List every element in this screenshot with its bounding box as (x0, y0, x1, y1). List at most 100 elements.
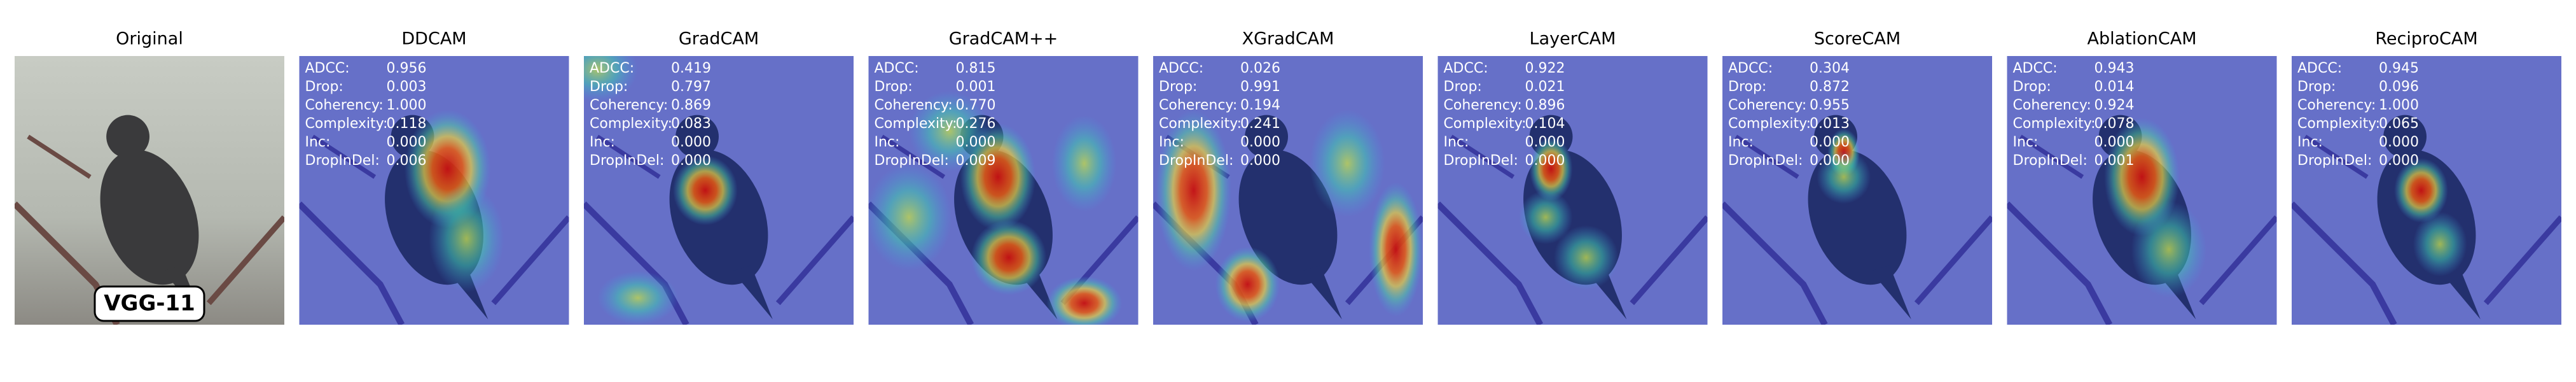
metric-value: 0.021 (1525, 79, 1565, 95)
bird-tail (2440, 265, 2481, 320)
bird-head (1245, 115, 1288, 159)
bird-head (106, 115, 149, 159)
panel: AblationCAM ADCC: 0.943 Drop: 0.014Coherency… (2007, 29, 2277, 325)
heat-spot (2413, 211, 2467, 277)
metric-value: 0.000 (2379, 153, 2419, 169)
metric-value: 0.896 (1525, 97, 1565, 113)
branch (1735, 134, 1799, 179)
metric-value: 0.000 (387, 134, 427, 150)
branch (880, 134, 946, 179)
panel-title: GradCAM++ (949, 29, 1058, 49)
heat-spot (1051, 115, 1117, 212)
metric-label: Inc: (2013, 134, 2039, 150)
branch (299, 201, 405, 325)
metric-label: ADCC: (1444, 60, 1488, 76)
heat-spot (1215, 246, 1280, 322)
branch (775, 215, 854, 306)
branch (1914, 215, 1992, 306)
metric-label: Inc: (1159, 134, 1184, 150)
metric-value: 0.000 (671, 134, 711, 150)
metric-label: ADCC: (1728, 60, 1773, 76)
metric-label: Drop: (2013, 79, 2051, 95)
metric-label: DropInDel: (590, 153, 664, 169)
metric-value: 0.014 (2095, 79, 2135, 95)
metric-value: 0.000 (1240, 134, 1280, 150)
image (584, 56, 854, 325)
metric-label: ADCC: (2297, 60, 2342, 76)
metric-label: ADCC: (305, 60, 350, 76)
metric-value: 0.241 (1240, 116, 1280, 132)
metric-value: 0.419 (671, 60, 711, 76)
metric-value: 0.770 (956, 97, 996, 113)
metric-label: DropInDel: (2297, 153, 2372, 169)
heat-spot (2131, 201, 2207, 298)
metric-label: Drop: (2297, 79, 2336, 95)
branch (206, 215, 284, 306)
metric-value: 0.001 (2095, 153, 2135, 169)
metric-value: 0.194 (1240, 97, 1280, 113)
branch (1450, 134, 1515, 179)
metric-label: Inc: (1728, 134, 1754, 150)
heat-spot (909, 90, 990, 172)
metric-label: Coherency: (590, 97, 668, 113)
metric-value: 0.078 (2095, 116, 2135, 132)
image (1722, 56, 1992, 325)
branch (596, 134, 661, 179)
panel-title: GradCAM (679, 29, 759, 49)
branch (491, 215, 569, 306)
bird-head (675, 115, 719, 159)
panel-title: DDCAM (401, 29, 466, 49)
metric-label: Drop: (875, 79, 913, 95)
heat-spot (2394, 158, 2448, 223)
heat-spot (1309, 110, 1385, 218)
metric-label: DropInDel: (875, 153, 949, 169)
image (2292, 56, 2561, 325)
metric-value: 0.797 (671, 79, 711, 95)
metric-label: ADCC: (1159, 60, 1203, 76)
metric-label: Complexity: (1444, 116, 1527, 132)
heat-spot (672, 155, 738, 225)
metric-value: 0.000 (671, 153, 711, 169)
metric-label: Drop: (590, 79, 628, 95)
heat-spot (1046, 276, 1123, 325)
metric-label: Inc: (1444, 134, 1469, 150)
metric-label: DropInDel: (2013, 153, 2088, 169)
heat-spot (597, 271, 679, 325)
bird-tail (1871, 265, 1911, 320)
heat-spot (1156, 110, 1231, 271)
panel-title: Original (116, 29, 183, 49)
metric-value: 0.001 (956, 79, 996, 95)
image (2007, 56, 2277, 325)
metric-value: 0.009 (956, 153, 996, 169)
branch (2019, 134, 2084, 179)
heat-spot (1369, 182, 1423, 317)
metric-label: Drop: (305, 79, 343, 95)
metric-label: Inc: (875, 134, 900, 150)
image (868, 56, 1139, 325)
branch (2007, 201, 2113, 325)
heat-spot (1529, 136, 1573, 201)
metric-label: ADCC: (590, 60, 634, 76)
metric-label: Complexity: (305, 116, 388, 132)
heat-spot (429, 185, 504, 293)
metric-value: 1.000 (2379, 97, 2419, 113)
metric-value: 0.276 (956, 116, 996, 132)
metric-label: ADCC: (875, 60, 919, 76)
metric-value: 0.000 (956, 134, 996, 150)
branch (1630, 215, 1708, 306)
panel: ReciproCAM ADCC: 0.945 Drop: 0.096Coherency:… (2292, 29, 2561, 325)
metric-label: DropInDel: (1728, 153, 1803, 169)
badge: VGG-11 (104, 291, 195, 316)
metric-value: 0.118 (387, 116, 427, 132)
metric-value: 0.104 (1525, 116, 1565, 132)
metric-value: 0.065 (2379, 116, 2419, 132)
image (1153, 56, 1423, 325)
metric-value: 0.945 (2379, 60, 2419, 76)
metric-label: Coherency: (1728, 97, 1806, 113)
metric-label: Complexity: (1159, 116, 1242, 132)
